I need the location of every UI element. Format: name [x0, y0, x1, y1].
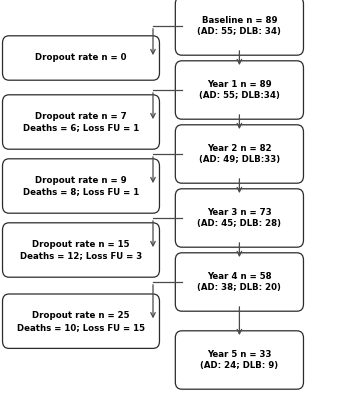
FancyBboxPatch shape — [3, 95, 159, 149]
FancyBboxPatch shape — [3, 159, 159, 213]
Text: Year 5 n = 33
(AD: 24; DLB: 9): Year 5 n = 33 (AD: 24; DLB: 9) — [200, 350, 279, 370]
FancyBboxPatch shape — [3, 223, 159, 277]
Text: Year 2 n = 82
(AD: 49; DLB:33): Year 2 n = 82 (AD: 49; DLB:33) — [199, 144, 280, 164]
FancyBboxPatch shape — [175, 0, 303, 55]
Text: Baseline n = 89
(AD: 55; DLB: 34): Baseline n = 89 (AD: 55; DLB: 34) — [198, 16, 281, 36]
FancyBboxPatch shape — [175, 61, 303, 119]
Text: Year 3 n = 73
(AD: 45; DLB: 28): Year 3 n = 73 (AD: 45; DLB: 28) — [197, 208, 282, 228]
FancyBboxPatch shape — [175, 189, 303, 247]
FancyBboxPatch shape — [3, 294, 159, 348]
Text: Dropout rate n = 15
Deaths = 12; Loss FU = 3: Dropout rate n = 15 Deaths = 12; Loss FU… — [20, 240, 142, 260]
Text: Dropout rate n = 25
Deaths = 10; Loss FU = 15: Dropout rate n = 25 Deaths = 10; Loss FU… — [17, 311, 145, 332]
Text: Dropout rate n = 7
Deaths = 6; Loss FU = 1: Dropout rate n = 7 Deaths = 6; Loss FU =… — [23, 112, 139, 132]
FancyBboxPatch shape — [175, 331, 303, 389]
Text: Dropout rate n = 0: Dropout rate n = 0 — [35, 54, 127, 62]
FancyBboxPatch shape — [175, 125, 303, 183]
Text: Dropout rate n = 9
Deaths = 8; Loss FU = 1: Dropout rate n = 9 Deaths = 8; Loss FU =… — [23, 176, 139, 196]
FancyBboxPatch shape — [3, 36, 159, 80]
FancyBboxPatch shape — [175, 253, 303, 311]
Text: Year 1 n = 89
(AD: 55; DLB:34): Year 1 n = 89 (AD: 55; DLB:34) — [199, 80, 280, 100]
Text: Year 4 n = 58
(AD: 38; DLB: 20): Year 4 n = 58 (AD: 38; DLB: 20) — [198, 272, 281, 292]
